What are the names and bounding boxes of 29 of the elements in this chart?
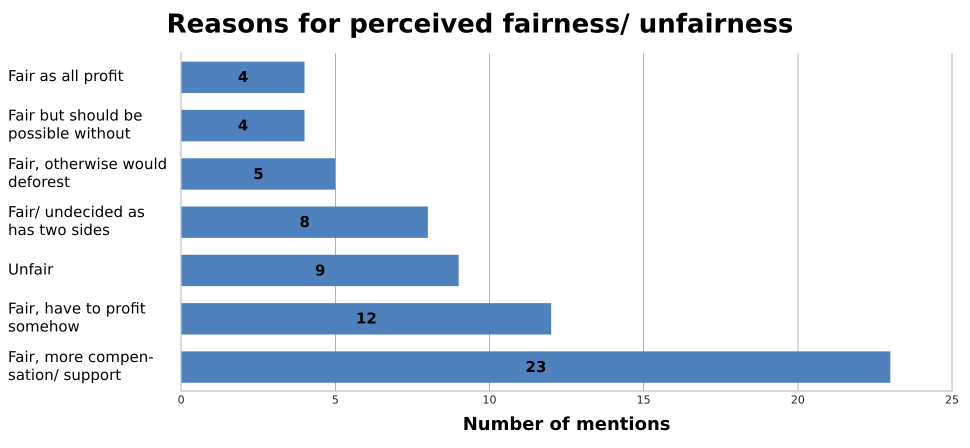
data-label: 12 xyxy=(356,310,377,328)
bar xyxy=(182,303,552,334)
bar xyxy=(182,206,428,238)
bar xyxy=(182,158,336,190)
x-tick-label: 0 xyxy=(178,394,185,407)
x-tick-label: 25 xyxy=(945,394,959,407)
data-label: 4 xyxy=(238,116,248,135)
x-tick-label: 15 xyxy=(636,394,651,407)
bar xyxy=(182,110,304,142)
y-tick-label: Unfair xyxy=(8,260,54,278)
data-label: 23 xyxy=(526,358,546,376)
chart-title: Reasons for perceived fairness/ unfairness xyxy=(166,9,794,40)
x-axis-title: Number of mentions xyxy=(462,414,670,435)
x-tick-label: 5 xyxy=(332,394,339,407)
x-tick-label: 10 xyxy=(482,394,496,407)
bar xyxy=(182,351,890,383)
x-tick-label: 20 xyxy=(790,394,805,407)
data-label: 4 xyxy=(238,68,248,86)
bar xyxy=(182,254,459,286)
y-tick-label: Fair/ undecided as has two sides xyxy=(8,203,146,240)
data-label: 9 xyxy=(314,261,326,280)
data-label: 8 xyxy=(300,213,310,232)
data-label: 5 xyxy=(253,164,264,183)
y-tick-label: Fair, have to profit somehow xyxy=(8,300,146,336)
y-tick-label: Fair, otherwise would deforest xyxy=(8,154,168,191)
y-tick-label: Fair as all profit xyxy=(8,67,124,86)
y-tick-label: Fair but should be possible without xyxy=(8,106,142,143)
y-tick-label: Fair, more compen- sation/ support xyxy=(8,348,154,384)
bar xyxy=(182,62,304,94)
